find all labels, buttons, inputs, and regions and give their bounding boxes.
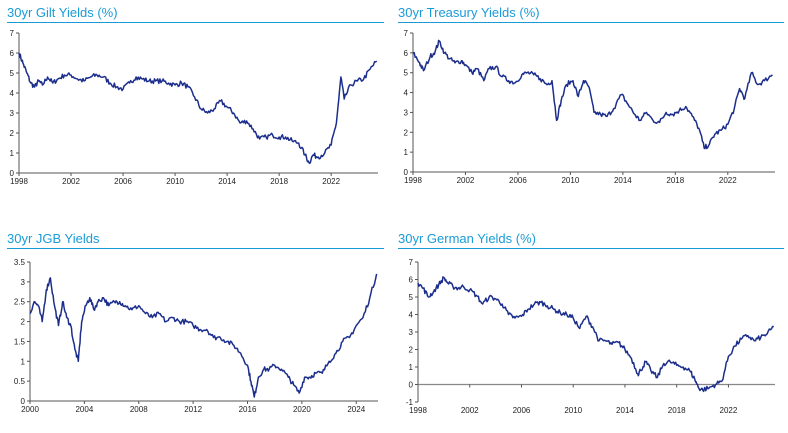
chart-title: 30yr Gilt Yields (%) — [7, 5, 118, 20]
title-underline — [398, 22, 784, 23]
y-tick-label: 2 — [10, 129, 15, 138]
chart-title: 30yr JGB Yields — [7, 231, 100, 246]
x-tick-label: 2006 — [509, 176, 527, 185]
y-tick-label: 7 — [409, 258, 414, 267]
series-line — [412, 39, 773, 150]
x-tick-label: 2010 — [561, 176, 579, 185]
y-tick-label: 7 — [404, 29, 409, 38]
series-line — [18, 52, 378, 165]
x-tick-label: 2018 — [668, 406, 686, 415]
x-tick-label: 2022 — [719, 176, 737, 185]
x-tick-label: 2006 — [513, 406, 531, 415]
y-tick-label: 0 — [404, 168, 409, 177]
y-tick-label: 3.5 — [14, 258, 26, 267]
x-tick-label: 2008 — [130, 405, 148, 414]
x-tick-label: 2014 — [614, 176, 632, 185]
chart-1: 0 1 2 3 4 5 6 7 1998 2002 2006 2010 2014 2018 2022 — [404, 29, 775, 185]
y-tick-label: 4 — [10, 89, 15, 98]
x-tick-label: 2014 — [616, 406, 634, 415]
y-tick-label: 0 — [10, 169, 15, 178]
x-tick-label: 2010 — [166, 177, 184, 186]
x-tick-label: 2010 — [564, 406, 582, 415]
x-tick-label: 2020 — [293, 405, 311, 414]
x-tick-label: 2006 — [114, 177, 132, 186]
y-tick-label: 6 — [10, 49, 15, 58]
y-tick-label: 7 — [10, 29, 15, 38]
title-underline — [7, 22, 384, 23]
x-tick-label: 2016 — [239, 405, 257, 414]
y-tick-label: 4 — [409, 311, 414, 320]
y-tick-label: -1 — [406, 398, 414, 407]
y-tick-label: 3 — [404, 108, 409, 117]
x-tick-label: 2014 — [218, 177, 236, 186]
y-tick-label: 1 — [404, 148, 409, 157]
x-tick-label: 1998 — [404, 176, 422, 185]
chart-title: 30yr Treasury Yields (%) — [398, 5, 540, 20]
y-tick-label: 4 — [404, 89, 409, 98]
x-tick-label: 2002 — [457, 176, 475, 185]
y-tick-label: 3 — [10, 109, 15, 118]
series-line — [417, 276, 774, 393]
x-tick-label: 2002 — [62, 177, 80, 186]
series-line — [29, 273, 378, 398]
y-tick-label: 0 — [21, 397, 26, 406]
x-tick-label: 2022 — [720, 406, 738, 415]
x-tick-label: 2012 — [184, 405, 202, 414]
x-tick-label: 2002 — [461, 406, 479, 415]
y-tick-label: 2 — [409, 346, 414, 355]
y-tick-label: 5 — [10, 69, 15, 78]
y-tick-label: 0 — [409, 381, 414, 390]
x-tick-label: 2004 — [75, 405, 93, 414]
y-tick-label: 1 — [10, 149, 15, 158]
chart-2: 0 0.5 1 1.5 2 2.5 3 3.5 2000 2004 2008 2012 2016 2020… — [14, 258, 378, 414]
y-tick-label: 1.5 — [14, 337, 26, 346]
chart-0: 0 1 2 3 4 5 6 7 1998 2002 2006 2010 2014 2018 2022 — [10, 29, 378, 186]
x-tick-label: 2022 — [322, 177, 340, 186]
x-tick-label: 1998 — [409, 406, 427, 415]
x-tick-label: 1998 — [10, 177, 28, 186]
y-tick-label: 5 — [409, 293, 414, 302]
y-tick-label: 2 — [404, 128, 409, 137]
y-tick-label: 6 — [409, 276, 414, 285]
y-tick-label: 3 — [409, 328, 414, 337]
title-underline — [7, 248, 384, 249]
y-tick-label: 3 — [21, 278, 26, 287]
y-tick-label: 1 — [409, 363, 414, 372]
chart-title: 30yr German Yields (%) — [398, 231, 536, 246]
x-tick-label: 2000 — [21, 405, 39, 414]
chart-3: -1 0 1 2 3 4 5 6 7 1998 2002 2006 2010 2014 2018 2022 — [406, 258, 775, 415]
title-underline — [398, 248, 784, 249]
y-tick-label: 2 — [21, 318, 26, 327]
y-tick-label: 2.5 — [14, 298, 26, 307]
y-tick-label: 5 — [404, 69, 409, 78]
y-tick-label: 0.5 — [14, 377, 26, 386]
y-tick-label: 6 — [404, 49, 409, 58]
x-tick-label: 2018 — [666, 176, 684, 185]
y-tick-label: 1 — [21, 357, 26, 366]
x-tick-label: 2024 — [347, 405, 365, 414]
x-tick-label: 2018 — [270, 177, 288, 186]
